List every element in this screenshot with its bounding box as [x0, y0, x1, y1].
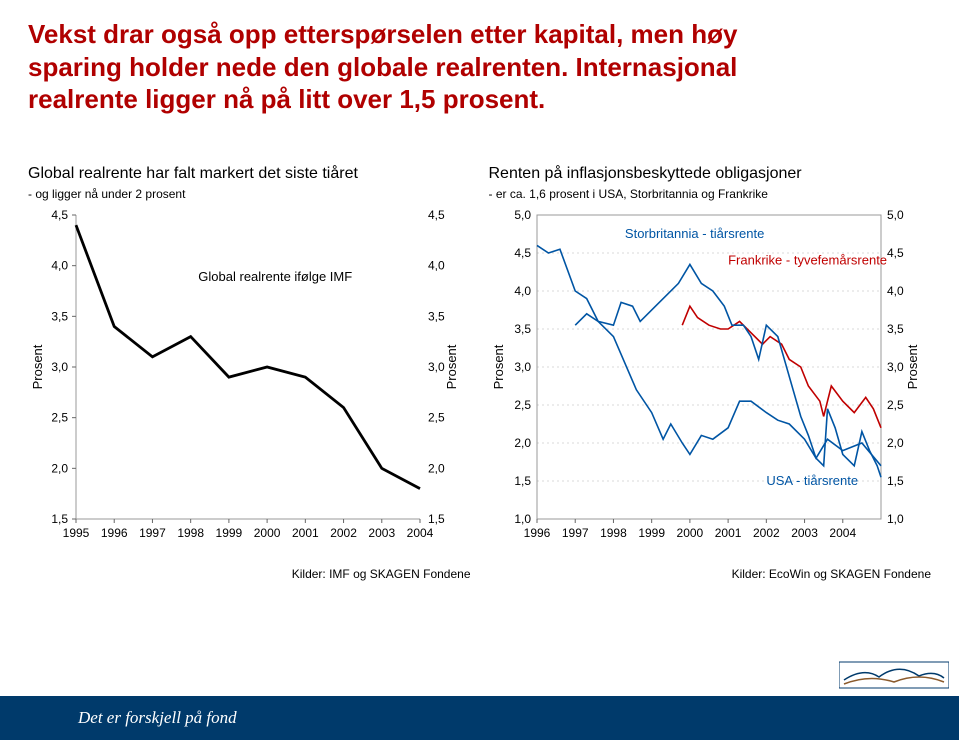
left-chart-svg: 1,5 1,5 2,0 2,0 2,5 2,5 3,0 3,0 3,5 3,5 4,0 4,0 4,5 4… [28, 201, 468, 561]
svg-text:2,0: 2,0 [428, 461, 445, 475]
svg-text:3,0: 3,0 [887, 360, 904, 374]
svg-text:3,5: 3,5 [51, 309, 68, 323]
right-chart-title: Renten på inflasjonsbeskyttede obligasjo… [489, 164, 932, 183]
svg-text:1,5: 1,5 [514, 474, 531, 488]
svg-text:Prosent: Prosent [905, 344, 920, 389]
svg-text:Global realrente ifølge IMF: Global realrente ifølge IMF [198, 269, 352, 284]
svg-text:4,5: 4,5 [514, 246, 531, 260]
title-line-1: Vekst drar også opp etterspørselen etter… [28, 19, 737, 49]
svg-text:3,0: 3,0 [514, 360, 531, 374]
svg-text:2004: 2004 [407, 526, 434, 540]
svg-text:Prosent: Prosent [444, 344, 459, 389]
svg-text:3,0: 3,0 [51, 360, 68, 374]
svg-text:2,5: 2,5 [51, 410, 68, 424]
svg-text:5,0: 5,0 [887, 208, 904, 222]
left-chart-subtitle: - og ligger nå under 2 prosent [28, 187, 471, 201]
svg-text:4,5: 4,5 [51, 208, 68, 222]
svg-text:1,5: 1,5 [887, 474, 904, 488]
svg-text:2,5: 2,5 [514, 398, 531, 412]
svg-text:1,5: 1,5 [428, 512, 445, 526]
svg-text:2,0: 2,0 [51, 461, 68, 475]
svg-text:Prosent: Prosent [30, 344, 45, 389]
svg-text:Prosent: Prosent [491, 344, 506, 389]
svg-text:3,5: 3,5 [514, 322, 531, 336]
svg-text:2004: 2004 [829, 526, 856, 540]
right-chart-svg: 1,0 1,0 1,5 1,5 2,0 2,0 2,5 2,5 3,0 3,0 3,5 3,5 4,0 4… [489, 201, 929, 561]
svg-text:4,5: 4,5 [428, 208, 445, 222]
svg-text:1996: 1996 [101, 526, 128, 540]
slide-title: Vekst drar også opp etterspørselen etter… [28, 18, 931, 116]
svg-text:5,0: 5,0 [514, 208, 531, 222]
footer-bar: Det er forskjell på fond [0, 696, 959, 740]
svg-text:3,0: 3,0 [428, 360, 445, 374]
title-line-3: realrente ligger nå på litt over 1,5 pro… [28, 84, 545, 114]
footer-text: Det er forskjell på fond [78, 708, 237, 728]
svg-text:4,0: 4,0 [514, 284, 531, 298]
skagen-logo [839, 632, 949, 692]
title-line-2: sparing holder nede den globale realrent… [28, 52, 737, 82]
svg-text:1998: 1998 [600, 526, 627, 540]
svg-text:1,0: 1,0 [514, 512, 531, 526]
svg-text:3,5: 3,5 [887, 322, 904, 336]
svg-text:4,0: 4,0 [51, 258, 68, 272]
svg-text:2003: 2003 [368, 526, 395, 540]
svg-text:2001: 2001 [292, 526, 319, 540]
svg-text:2003: 2003 [791, 526, 818, 540]
svg-text:2002: 2002 [752, 526, 779, 540]
charts-row: Global realrente har falt markert det si… [28, 164, 931, 581]
svg-text:4,5: 4,5 [887, 246, 904, 260]
svg-text:1996: 1996 [523, 526, 550, 540]
svg-text:2,5: 2,5 [887, 398, 904, 412]
right-chart-source: Kilder: EcoWin og SKAGEN Fondene [489, 567, 932, 581]
svg-text:1997: 1997 [561, 526, 588, 540]
svg-text:1999: 1999 [216, 526, 243, 540]
svg-text:2000: 2000 [254, 526, 281, 540]
svg-text:2002: 2002 [330, 526, 357, 540]
svg-text:USA - tiårsrente: USA - tiårsrente [766, 472, 858, 487]
svg-text:1998: 1998 [177, 526, 204, 540]
left-chart-source: Kilder: IMF og SKAGEN Fondene [28, 567, 471, 581]
svg-text:1995: 1995 [63, 526, 90, 540]
svg-text:1,0: 1,0 [887, 512, 904, 526]
right-chart-subtitle: - er ca. 1,6 prosent i USA, Storbritanni… [489, 187, 932, 201]
right-chart-block: Renten på inflasjonsbeskyttede obligasjo… [489, 164, 932, 581]
svg-text:2,5: 2,5 [428, 410, 445, 424]
svg-text:1997: 1997 [139, 526, 166, 540]
svg-text:1999: 1999 [638, 526, 665, 540]
svg-text:2000: 2000 [676, 526, 703, 540]
svg-text:Storbritannia - tiårsrente: Storbritannia - tiårsrente [624, 225, 763, 240]
svg-text:4,0: 4,0 [428, 258, 445, 272]
slide: Vekst drar også opp etterspørselen etter… [0, 0, 959, 740]
svg-text:Frankrike - tyvefemårsrente: Frankrike - tyvefemårsrente [728, 252, 887, 267]
svg-text:4,0: 4,0 [887, 284, 904, 298]
svg-text:2,0: 2,0 [514, 436, 531, 450]
svg-text:2001: 2001 [714, 526, 741, 540]
svg-text:1,5: 1,5 [51, 512, 68, 526]
svg-text:2,0: 2,0 [887, 436, 904, 450]
svg-text:3,5: 3,5 [428, 309, 445, 323]
left-chart-title: Global realrente har falt markert det si… [28, 164, 471, 183]
left-chart-block: Global realrente har falt markert det si… [28, 164, 471, 581]
